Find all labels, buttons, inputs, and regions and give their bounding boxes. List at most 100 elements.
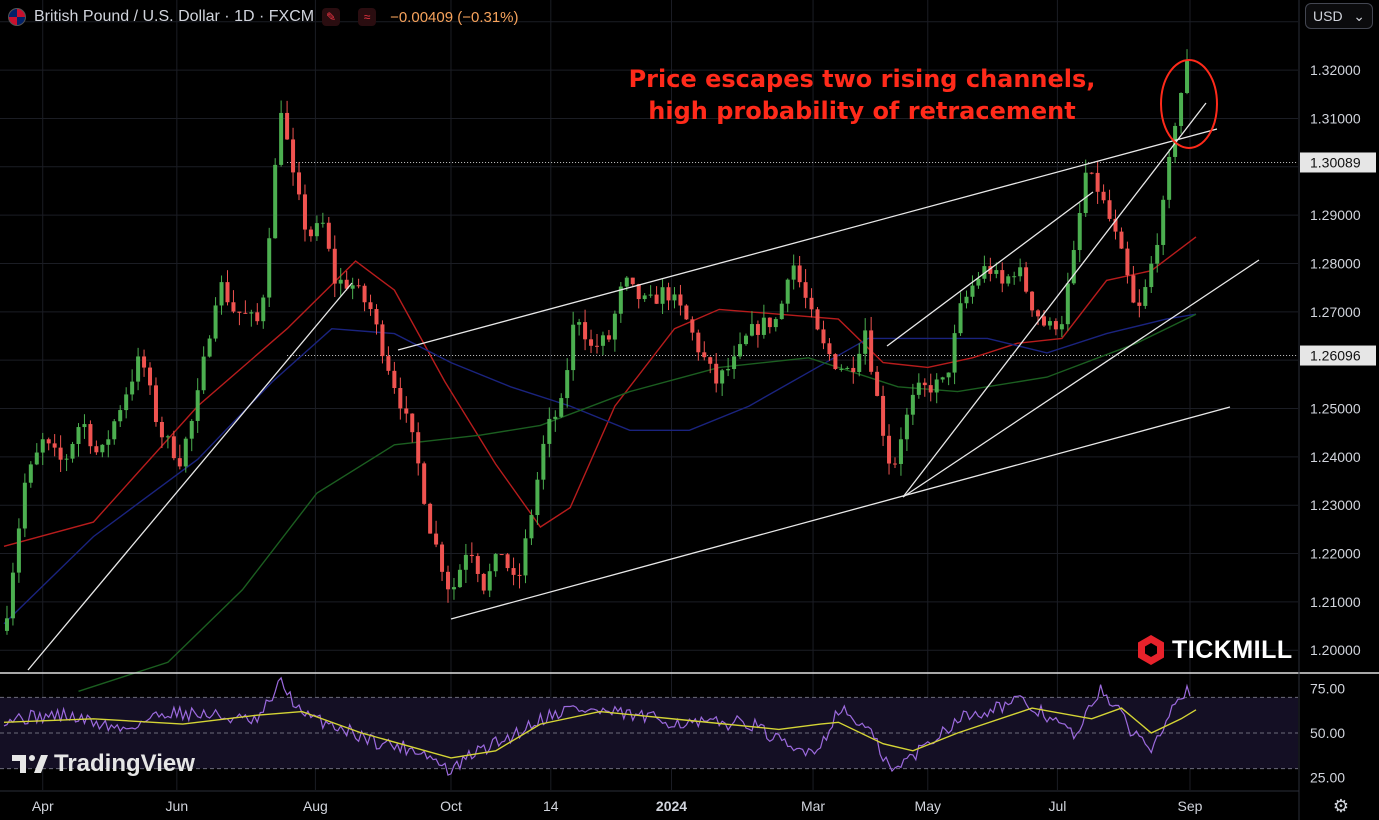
candle-body [1089,172,1094,174]
candle-body [612,313,617,340]
candle-body [416,432,421,464]
currency-select[interactable]: USD ⌄ [1305,3,1373,29]
candle-body [738,344,743,357]
candle-body [153,385,158,422]
candle-body [225,282,230,303]
tradingview-text: TradingView [54,750,195,777]
trendline-4 [902,102,1207,498]
price-level-tag [1300,152,1376,173]
candle-body [279,112,284,165]
candle-body [1077,213,1082,251]
candle-body [636,284,641,300]
x-tick-label: Apr [32,798,54,814]
candle-body [809,297,814,310]
candle-body [749,324,754,336]
candle-body [833,354,838,369]
candle-body [451,587,456,590]
candle-body [910,394,915,415]
candle-body [666,287,671,301]
candle-body [273,164,278,239]
candle-body [755,324,760,335]
y-tick-label: 1.29000 [1310,207,1361,223]
price-change: −0.00409 (−0.31%) [390,8,519,26]
candle-body [892,463,897,465]
candlesticks [4,49,1190,635]
indicator-icon[interactable]: ≈ [358,8,377,26]
candle-body [118,410,123,422]
candle-body [970,285,975,297]
candle-body [1167,156,1172,200]
rsi-tick-label: 75.00 [1310,680,1345,696]
candle-body [660,287,665,304]
tickmill-text: TICKMILL [1172,635,1293,664]
candle-body [326,222,331,249]
candle-body [249,312,254,314]
candle-body [541,443,546,480]
candle-body [148,367,153,386]
candle-body [130,381,135,395]
candle-body [779,303,784,320]
y-tick-label: 1.25000 [1310,401,1361,417]
candle-body [177,458,182,467]
y-tick-label: 1.23000 [1310,497,1361,513]
x-tick-label: Jun [166,798,189,814]
candle-body [356,285,361,287]
candle-body [100,444,105,453]
candle-body [219,282,224,306]
gear-icon[interactable]: ⚙ [1332,796,1350,816]
trendline-3 [902,259,1260,498]
candle-body [189,420,194,439]
annotation-line-1: Price escapes two rising channels, [628,65,1096,93]
candle-body [797,265,802,283]
candle-body [112,421,117,440]
candle-body [928,385,933,393]
candle-body [207,338,212,357]
candle-body [869,330,874,372]
candle-body [1101,191,1106,201]
candle-body [338,279,343,284]
symbol-title[interactable]: British Pound / U.S. Dollar · 1D · FXCM [34,8,315,25]
candle-body [1125,248,1130,276]
price-level-tag [1300,345,1376,366]
candle-body [1107,200,1112,219]
candle-body [94,446,99,453]
candle-body [815,309,820,330]
chevron-down-icon: ⌄ [1353,7,1365,24]
alert-icon[interactable]: ✎ [322,8,341,26]
candle-body [1137,302,1142,306]
candle-body [183,438,188,467]
candle-body [1113,218,1118,232]
candle-body [922,382,927,386]
candle-body [344,279,349,289]
candle-body [1012,276,1017,278]
candle-body [1018,267,1023,277]
candle-body [600,335,605,346]
candle-body [761,317,766,335]
candle-body [672,294,677,301]
candle-body [136,356,141,382]
candle-body [863,330,868,354]
candle-body [82,424,87,428]
candle-body [404,408,409,414]
y-tick-label: 1.31000 [1310,110,1361,126]
candle-body [690,319,695,333]
candle-body [583,322,588,340]
candle-body [124,394,129,411]
candle-body [1179,92,1184,126]
candle-body [517,574,522,576]
candle-body [1155,244,1160,264]
candle-body [845,367,850,369]
candle-body [714,363,719,384]
candle-body [10,572,15,619]
candle-body [958,303,963,334]
candle-body [964,296,969,304]
candle-body [392,370,397,389]
candle-body [302,194,307,230]
candle-body [52,443,57,448]
candle-body [267,238,272,298]
candle-body [678,294,683,306]
tickmill-logo: TICKMILL [1136,634,1293,666]
candle-body [213,305,218,339]
candle-body [457,569,462,588]
